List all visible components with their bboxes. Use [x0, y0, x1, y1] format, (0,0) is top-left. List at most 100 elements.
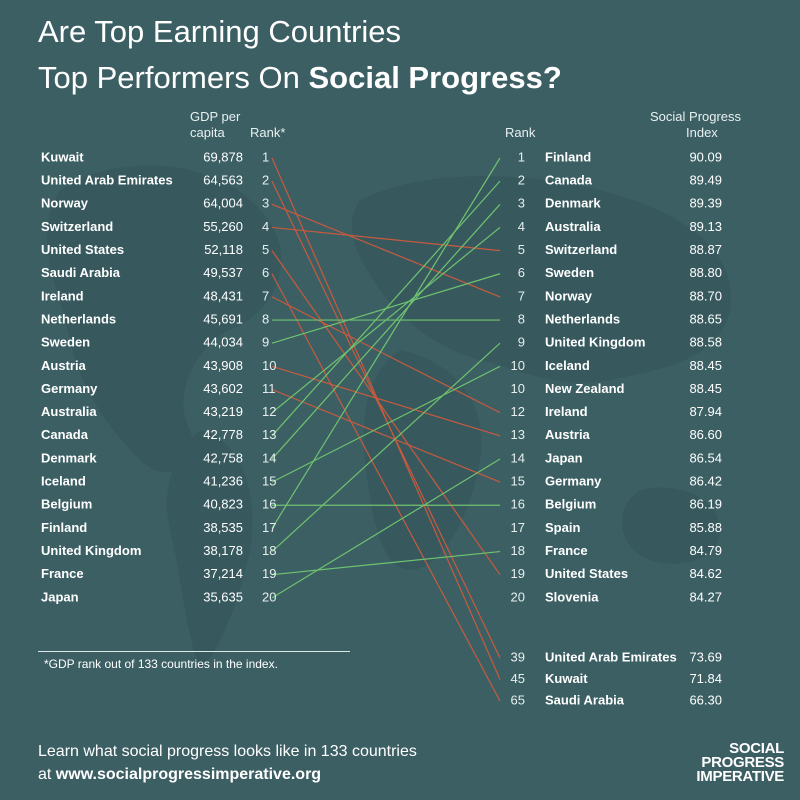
- spi-header-line-2: Index: [686, 125, 718, 140]
- left-country-label: Canada: [41, 427, 89, 442]
- website-link[interactable]: www.socialprogressimperative.org: [55, 766, 322, 783]
- social-progress-imperative-logo: SOCIAL PROGRESS IMPERATIVE: [644, 741, 784, 785]
- rank-right-header: Rank: [505, 125, 536, 140]
- spi-rank: 45: [511, 671, 525, 686]
- spi-rank: 10: [511, 358, 525, 373]
- chart-title-line-2: Top Performers On Social Progress?: [38, 62, 562, 93]
- right-country-label: Australia: [545, 219, 601, 234]
- left-country-label: Netherlands: [41, 311, 116, 326]
- spi-value: 88.70: [689, 288, 722, 303]
- gdp-rank: 17: [262, 520, 276, 535]
- left-country-label: Norway: [41, 196, 89, 211]
- footnote-divider: [38, 651, 350, 652]
- rank-connector-line: [271, 342, 501, 552]
- rank-connector-line: [271, 365, 501, 437]
- left-country-label: Saudi Arabia: [41, 265, 121, 280]
- spi-rank: 14: [511, 450, 525, 465]
- right-country-label: Belgium: [545, 497, 596, 512]
- left-country-label: Switzerland: [41, 219, 113, 234]
- spi-value: 66.30: [689, 692, 722, 707]
- left-country-label: France: [41, 566, 84, 581]
- gdp-rank: 1: [262, 149, 269, 164]
- gdp-rank: 8: [262, 311, 269, 326]
- spi-value: 88.45: [689, 381, 722, 396]
- gdp-header-line-1: GDP per: [190, 109, 241, 124]
- right-country-label: United Kingdom: [545, 335, 645, 350]
- left-country-label: Iceland: [41, 474, 86, 489]
- gdp-rank: 12: [262, 404, 276, 419]
- gdp-rank: 9: [262, 335, 269, 350]
- gdp-value: 42,778: [203, 427, 243, 442]
- rank-connector-line: [271, 226, 501, 414]
- rank-connector-line: [271, 273, 501, 702]
- gdp-value: 40,823: [203, 497, 243, 512]
- gdp-value: 64,004: [203, 196, 243, 211]
- left-country-label: Australia: [41, 404, 97, 419]
- right-country-label: New Zealand: [545, 381, 625, 396]
- gdp-rank: 18: [262, 543, 276, 558]
- gdp-value: 43,219: [203, 404, 243, 419]
- gdp-rank: 14: [262, 450, 276, 465]
- spi-rank: 16: [511, 497, 525, 512]
- spi-value: 84.62: [689, 566, 722, 581]
- logo-line-3: IMPERATIVE: [696, 768, 784, 785]
- spi-rank: 12: [511, 404, 525, 419]
- footer-link-line: at www.socialprogressimperative.org: [38, 766, 321, 784]
- spi-rank: 4: [518, 219, 525, 234]
- spi-value: 86.42: [689, 474, 722, 489]
- left-table: Kuwait 69,878 1 United Arab Emirates 64,563 2…: [41, 149, 276, 604]
- spi-rank: 20: [511, 589, 525, 604]
- spi-value: 85.88: [689, 520, 722, 535]
- right-country-label: Spain: [545, 520, 580, 535]
- gdp-value: 43,908: [203, 358, 243, 373]
- footer-prefix: at: [38, 766, 52, 783]
- rank-connector-line: [271, 203, 501, 298]
- gdp-rank: 15: [262, 474, 276, 489]
- spi-rank: 9: [518, 335, 525, 350]
- spi-value: 89.13: [689, 219, 722, 234]
- right-country-label: United Arab Emirates: [545, 649, 677, 664]
- rank-connector-line: [271, 296, 501, 414]
- left-country-label: Austria: [41, 358, 87, 373]
- right-country-label: Austria: [545, 427, 591, 442]
- left-country-label: Finland: [41, 520, 87, 535]
- right-country-label: Sweden: [545, 265, 594, 280]
- gdp-value: 55,260: [203, 219, 243, 234]
- spi-rank: 6: [518, 265, 525, 280]
- right-country-label: Saudi Arabia: [545, 692, 625, 707]
- gdp-rank: 19: [262, 566, 276, 581]
- spi-value: 73.69: [689, 649, 722, 664]
- spi-rank: 5: [518, 242, 525, 257]
- gdp-value: 64,563: [203, 173, 243, 188]
- spi-value: 84.27: [689, 589, 722, 604]
- left-country-label: United Arab Emirates: [41, 173, 173, 188]
- footer-text: Learn what social progress looks like in…: [38, 743, 417, 760]
- gdp-value: 38,535: [203, 520, 243, 535]
- spi-rank: 65: [511, 692, 525, 707]
- gdp-rank: 11: [262, 381, 276, 396]
- gdp-value: 35,635: [203, 589, 243, 604]
- gdp-rank: 3: [262, 196, 269, 211]
- right-country-label: Norway: [545, 288, 593, 303]
- right-country-label: Iceland: [545, 358, 590, 373]
- spi-rank: 1: [518, 149, 525, 164]
- left-country-label: Japan: [41, 589, 79, 604]
- spi-rank: 18: [511, 543, 525, 558]
- rank-connector-line: [271, 180, 501, 659]
- right-country-label: Slovenia: [545, 589, 599, 604]
- right-country-label: Japan: [545, 450, 583, 465]
- gdp-value: 49,537: [203, 265, 243, 280]
- spi-value: 88.80: [689, 265, 722, 280]
- rank-connector-line: [271, 458, 501, 599]
- chart-title-line-1: Are Top Earning Countries: [38, 14, 402, 49]
- gdp-value: 45,691: [203, 311, 243, 326]
- spi-rank: 15: [511, 474, 525, 489]
- gdp-value: 38,178: [203, 543, 243, 558]
- left-country-label: Belgium: [41, 497, 92, 512]
- right-country-label: Canada: [545, 173, 593, 188]
- gdp-value: 41,236: [203, 474, 243, 489]
- right-table: 1 Finland 90.09 2 Canada 89.49 3 Denmark 89.39 4 A…: [511, 149, 722, 707]
- left-country-label: Denmark: [41, 450, 97, 465]
- rank-connector-line: [271, 388, 501, 483]
- spi-rank: 3: [518, 196, 525, 211]
